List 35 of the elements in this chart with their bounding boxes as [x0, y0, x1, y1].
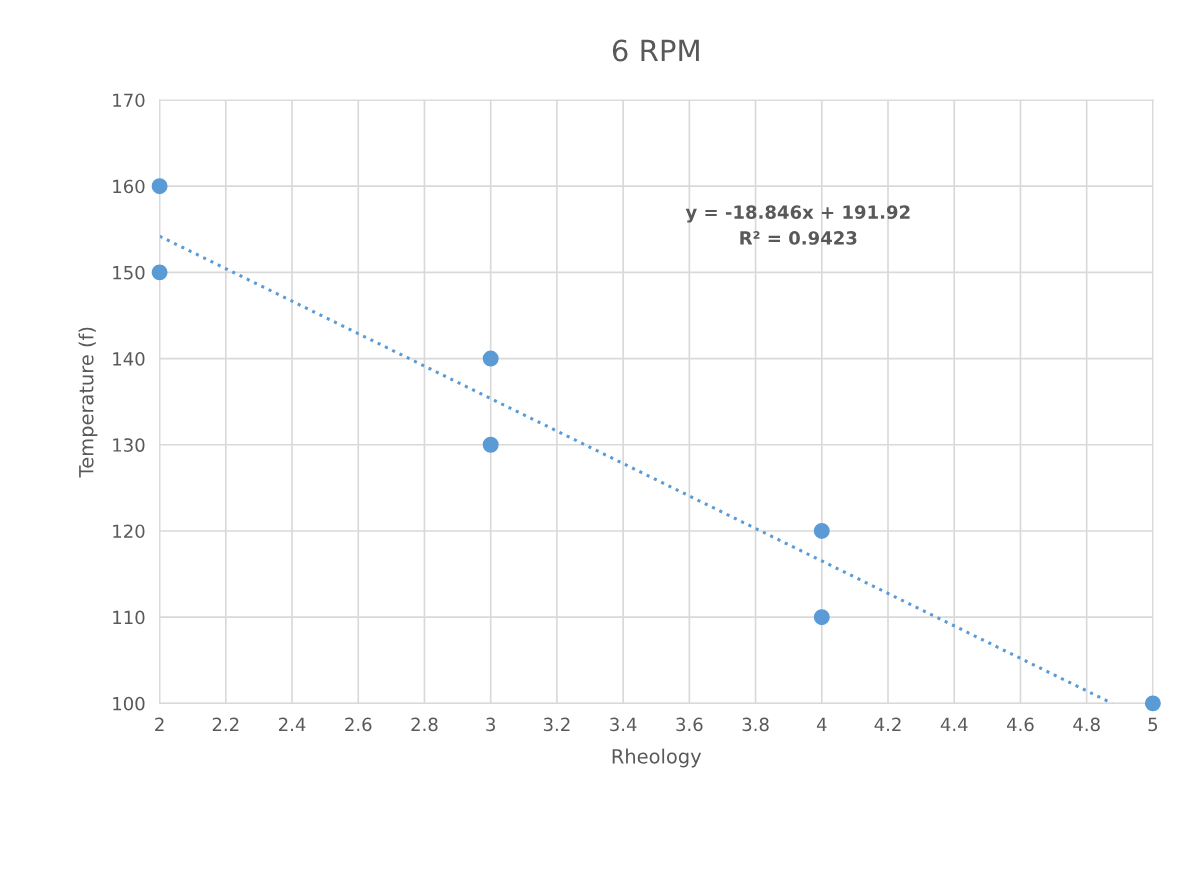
- y-tick-label: 130: [113, 438, 145, 452]
- point: [151, 178, 168, 195]
- point: [1144, 695, 1161, 712]
- x-tick-label: 2.6: [345, 717, 372, 732]
- x-tick-label: 3.6: [676, 717, 703, 732]
- annotation: y = -18.846x + 191.92 R² = 0.9423: [685, 205, 910, 245]
- x-tick-label: 4.2: [874, 717, 901, 731]
- point: [482, 436, 499, 453]
- point: [813, 522, 830, 539]
- y-tick-label: 150: [113, 265, 145, 280]
- y-tick-label: 160: [113, 179, 145, 194]
- y-tick-label: 120: [113, 524, 145, 539]
- x-tick-label: 3.4: [610, 717, 637, 732]
- x-tick-label: 4.8: [1073, 717, 1100, 732]
- y-tick-label: 100: [113, 696, 145, 711]
- x-tick-label: 5: [1148, 717, 1158, 732]
- x-axis-title: Rheology: [612, 748, 702, 768]
- y-tick-label: 140: [113, 352, 145, 366]
- point: [813, 609, 830, 626]
- y-axis-title: Temperature (f): [78, 327, 98, 478]
- x-tick-label: 3: [486, 717, 495, 732]
- point: [151, 264, 168, 281]
- x-tick-label: 3.2: [543, 717, 570, 732]
- x-tick-label: 2.8: [411, 717, 438, 732]
- x-tick-label: 4.6: [1006, 717, 1034, 732]
- x-tick-label: 4: [816, 717, 827, 731]
- point: [482, 350, 499, 367]
- chart-title: 6 RPM: [612, 39, 699, 62]
- y-tick-label: 110: [113, 610, 145, 625]
- y-tick-label: 170: [113, 93, 145, 108]
- x-tick-label: 3.8: [742, 717, 769, 732]
- x-tick-label: 2.4: [279, 717, 306, 731]
- x-tick-label: 4.4: [940, 717, 968, 731]
- x-tick-label: 2.2: [212, 717, 239, 731]
- x-tick-label: 2: [155, 717, 164, 731]
